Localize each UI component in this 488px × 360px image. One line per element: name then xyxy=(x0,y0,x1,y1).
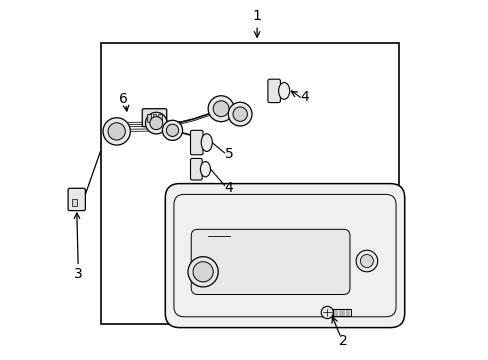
Circle shape xyxy=(355,250,377,272)
Text: 3: 3 xyxy=(74,267,82,280)
Circle shape xyxy=(232,107,247,121)
Bar xyxy=(146,114,150,122)
Circle shape xyxy=(193,262,213,282)
Circle shape xyxy=(228,102,251,126)
Ellipse shape xyxy=(200,162,210,177)
Circle shape xyxy=(213,101,228,117)
FancyBboxPatch shape xyxy=(267,79,280,103)
Bar xyxy=(332,309,350,316)
Circle shape xyxy=(321,306,333,319)
FancyBboxPatch shape xyxy=(191,229,349,294)
FancyBboxPatch shape xyxy=(142,109,166,127)
Text: 6: 6 xyxy=(119,92,128,106)
Circle shape xyxy=(187,257,218,287)
Circle shape xyxy=(103,118,130,145)
Bar xyxy=(152,114,156,122)
Text: 4: 4 xyxy=(300,90,308,104)
Text: 5: 5 xyxy=(224,147,233,161)
FancyBboxPatch shape xyxy=(190,158,202,180)
Text: 4: 4 xyxy=(224,181,233,195)
Circle shape xyxy=(162,120,182,140)
Circle shape xyxy=(145,112,167,134)
FancyBboxPatch shape xyxy=(165,184,404,328)
Circle shape xyxy=(208,96,234,122)
Text: 2: 2 xyxy=(339,334,347,348)
Ellipse shape xyxy=(278,82,289,99)
Bar xyxy=(158,114,162,122)
Circle shape xyxy=(166,124,178,136)
Circle shape xyxy=(108,123,125,140)
Circle shape xyxy=(360,255,373,267)
Text: 1: 1 xyxy=(252,9,261,23)
FancyBboxPatch shape xyxy=(68,188,85,211)
Bar xyxy=(72,199,77,206)
Bar xyxy=(101,43,399,324)
Ellipse shape xyxy=(201,134,212,152)
Circle shape xyxy=(149,117,163,130)
FancyBboxPatch shape xyxy=(190,130,203,155)
